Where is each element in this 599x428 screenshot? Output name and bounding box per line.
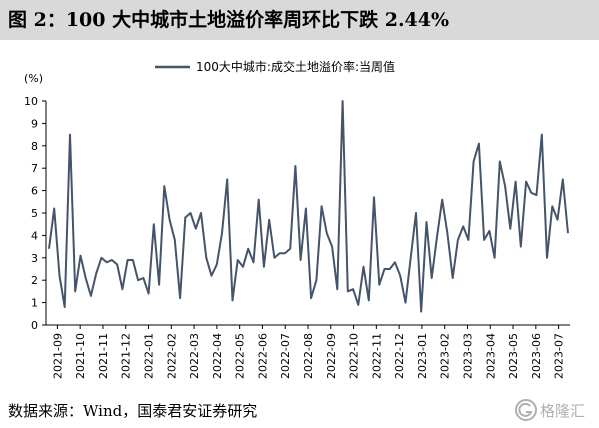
x-tick-label: 2022-09 <box>325 333 338 379</box>
x-tick-label: 2023-05 <box>507 333 520 379</box>
legend-label: 100大中城市:成交土地溢价率:当周值 <box>196 59 395 74</box>
line-chart: 100大中城市:成交土地溢价率:当周值 (%) 0 1 2 3 4 5 6 7 8 9 10 202… <box>24 59 570 379</box>
y-tick-label: 8 <box>31 140 38 153</box>
x-tick-label: 2023-01 <box>416 333 429 379</box>
watermark-text: 格隆汇 <box>540 402 585 420</box>
y-tick-label: 6 <box>31 185 38 198</box>
x-tick-label: 2022-05 <box>234 333 247 379</box>
y-tick-label: 2 <box>31 274 38 287</box>
x-tick-label: 2021-11 <box>97 333 110 379</box>
y-tick-label: 4 <box>31 229 38 242</box>
y-tick-label: 3 <box>31 252 38 265</box>
x-tick-label: 2022-04 <box>211 333 224 379</box>
x-tick-label: 2023-03 <box>461 333 474 379</box>
chart-legend: 100大中城市:成交土地溢价率:当周值 <box>155 59 395 74</box>
gelonghui-logo-icon <box>515 399 537 421</box>
y-tick-label: 1 <box>31 297 38 310</box>
figure-title: 图 2：100 大中城市土地溢价率周环比下跌 2.44% <box>8 9 450 31</box>
x-tick-label: 2023-06 <box>530 333 543 379</box>
x-tick-label: 2023-02 <box>439 333 452 379</box>
y-tick-label: 10 <box>24 95 38 108</box>
x-tick-label: 2022-08 <box>302 333 315 379</box>
x-axis: 2021-09 2021-10 2021-11 2021-12 2022-01 2022-… <box>46 324 570 379</box>
title-bar: 图 2：100 大中城市土地溢价率周环比下跌 2.44% <box>0 0 599 40</box>
y-tick-label: 9 <box>31 117 38 130</box>
x-tick-label: 2021-12 <box>120 333 133 379</box>
x-tick-label: 2022-03 <box>188 333 201 379</box>
x-tick-label: 2022-12 <box>393 333 406 379</box>
x-tick-label: 2023-07 <box>553 333 566 379</box>
x-tick-label: 2022-11 <box>370 333 383 379</box>
series-line <box>48 100 569 313</box>
x-tick-label: 2022-06 <box>256 333 269 379</box>
plot-area <box>48 100 569 313</box>
x-tick-label: 2022-07 <box>279 333 292 379</box>
x-tick-label: 2023-04 <box>484 333 497 379</box>
watermark: 格隆汇 <box>515 399 585 421</box>
y-tick-label: 0 <box>31 319 38 332</box>
y-axis: 0 1 2 3 4 5 6 7 8 9 10 <box>24 95 47 332</box>
x-tick-label: 2022-02 <box>165 333 178 379</box>
x-tick-label: 2022-01 <box>143 333 156 379</box>
y-tick-label: 5 <box>31 207 38 220</box>
y-tick-label: 7 <box>31 162 38 175</box>
x-tick-label: 2021-10 <box>74 333 87 379</box>
y-axis-unit: (%) <box>24 72 43 85</box>
x-tick-label: 2022-10 <box>348 333 361 379</box>
source-note: 数据来源：Wind，国泰君安证券研究 <box>8 402 258 420</box>
x-tick-label: 2021-09 <box>51 333 64 379</box>
